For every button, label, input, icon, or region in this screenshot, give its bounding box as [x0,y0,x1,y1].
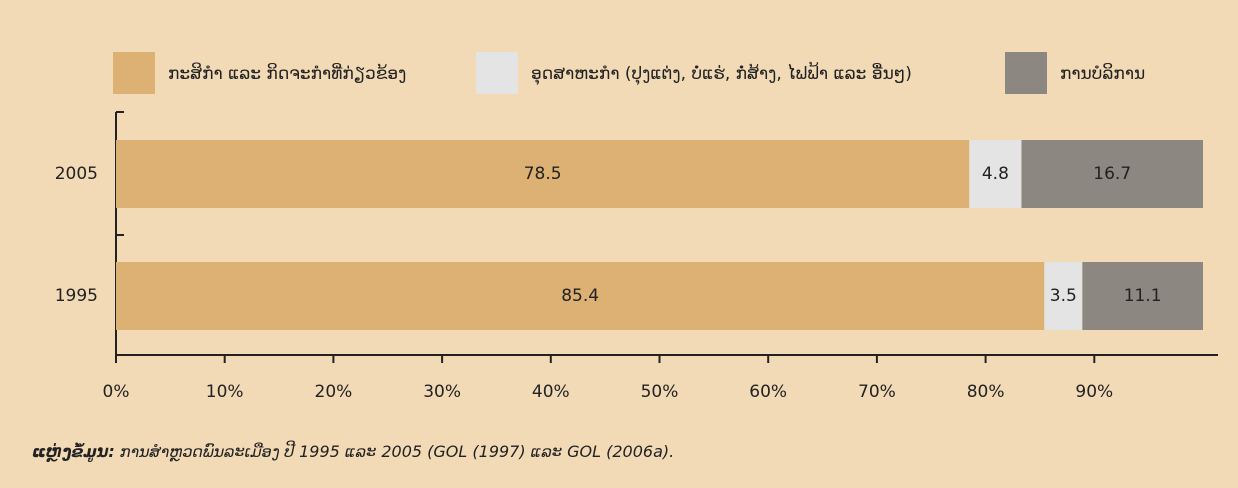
source-note: ແຫຼ່ງຂໍ້ມູນ: ການສຳຫຼວດພົນລະເມືອງ ປີ 1995… [32,440,674,463]
bar-segment [1082,262,1203,330]
x-tick-label: 20% [315,382,353,402]
bar-segment [1044,262,1083,330]
source-label: ແຫຼ່ງຂໍ້ມູນ: [32,440,115,462]
legend-label: ອຸດສາຫະກຳ (ປຸງແຕ່ງ, ບໍ່ແຮ່, ກໍ່ສ້າງ, ໄຟຟ… [531,61,912,86]
x-tick-label: 30% [423,382,461,402]
legend-label: ກະສິກຳ ແລະ ກິດຈະກຳທີ່ກ່ຽວຂ້ອງ [168,63,406,84]
x-tick-label: 90% [1075,382,1113,402]
y-tick-label: 1995 [55,286,98,306]
x-tick-label: 50% [641,382,679,402]
x-tick-label: 10% [206,382,244,402]
x-tick-label: 60% [749,382,787,402]
legend-swatch [476,52,518,94]
x-tick-label: 80% [967,382,1005,402]
value-label: 4.8 [982,164,1009,184]
legend-swatch [113,52,155,94]
bar-segment [116,140,970,208]
value-label: 85.4 [561,286,599,306]
x-tick-label: 70% [858,382,896,402]
legend-label: ການບໍລິການ [1060,63,1145,84]
bar-segment [969,140,1022,208]
value-label: 16.7 [1093,164,1131,184]
legend-swatch [1005,52,1047,94]
value-label: 78.5 [524,164,562,184]
value-label: 3.5 [1050,286,1077,306]
value-label: 11.1 [1124,286,1162,306]
bar-segment [1021,140,1203,208]
x-tick-label: 40% [532,382,570,402]
source-text: ການສຳຫຼວດພົນລະເມືອງ ປີ 1995 ແລະ 2005 (GO… [120,440,674,462]
y-tick-label: 2005 [55,164,98,184]
x-tick-label: 0% [103,382,130,402]
bar-segment [116,262,1045,330]
